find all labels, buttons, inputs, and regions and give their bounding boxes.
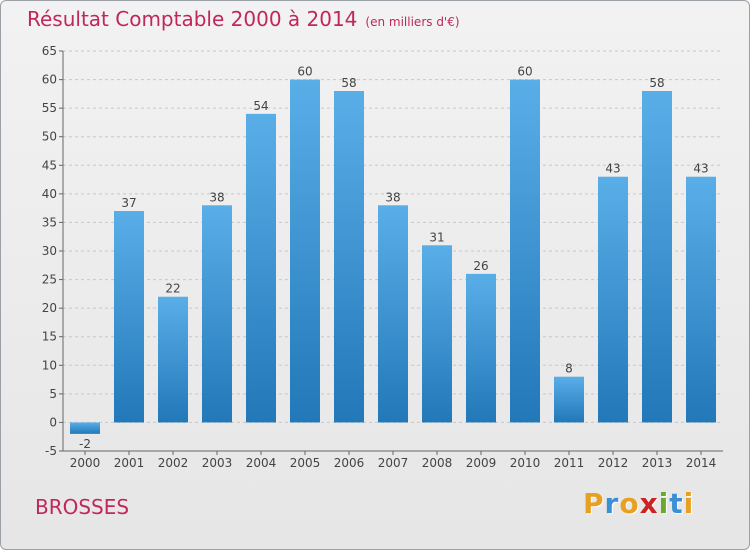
logo-letter: i: [658, 487, 670, 520]
x-tick-label: 2005: [290, 456, 321, 470]
bar-2012: [598, 176, 628, 423]
chart-title: Résultat Comptable 2000 à 2014: [27, 7, 358, 31]
x-tick-label: 2000: [70, 456, 101, 470]
y-tick-label: 0: [49, 415, 57, 429]
bar-2005: [290, 79, 320, 423]
x-tick-label: 2001: [114, 456, 145, 470]
x-tick-label: 2008: [422, 456, 453, 470]
bar-2006: [334, 91, 364, 423]
x-tick-label: 2007: [378, 456, 409, 470]
bar-2007: [378, 205, 408, 423]
labels-layer: -2 37 22 38 54 60 58 38 31 26 60 8 43 58 43: [79, 65, 709, 451]
bar-value-label: 43: [693, 162, 708, 176]
x-tick-label: 2013: [642, 456, 673, 470]
bar-value-label: 60: [297, 65, 312, 79]
chart-unit: (en milliers d'€): [365, 15, 460, 29]
bar-value-label: 38: [209, 190, 224, 204]
y-tick-label: 30: [42, 244, 57, 258]
y-tick-label: 40: [42, 187, 57, 201]
logo-letter: r: [604, 487, 620, 520]
y-tick-label: 10: [42, 358, 57, 372]
axis-layer: -5 0 5 10 15 20 25 30 35 40 45 50 55 60 65 2000 2001 2002…: [42, 44, 723, 470]
bar-value-label: 31: [429, 230, 444, 244]
x-tick-label: 2014: [686, 456, 717, 470]
bar-value-label: 22: [165, 282, 180, 296]
x-tick-label: 2012: [598, 456, 629, 470]
x-tick-label: 2004: [246, 456, 277, 470]
bar-2004: [246, 113, 276, 423]
bar-value-label: 38: [385, 190, 400, 204]
logo-letter: i: [683, 487, 695, 520]
y-tick-label: 5: [49, 387, 57, 401]
bar-value-label: 8: [565, 362, 573, 376]
y-tick-label: 55: [42, 101, 57, 115]
x-tick-label: 2003: [202, 456, 233, 470]
bar-2011: [554, 376, 584, 423]
bar-2013: [642, 91, 672, 423]
bar-2010: [510, 79, 540, 423]
y-tick-label: 65: [42, 44, 57, 58]
y-tick-label: 35: [42, 215, 57, 229]
y-tick-label: 50: [42, 130, 57, 144]
logo-letter: t: [669, 487, 684, 520]
bar-value-label: 58: [649, 76, 664, 90]
y-tick-label: 60: [42, 73, 57, 87]
y-tick-label: 15: [42, 330, 57, 344]
bar-2008: [422, 245, 452, 423]
bar-value-label: -2: [79, 437, 91, 451]
bar-2000: [70, 422, 100, 434]
bar-value-label: 26: [473, 259, 488, 273]
x-tick-label: 2011: [554, 456, 585, 470]
logo-letter: o: [619, 487, 640, 520]
x-tick-label: 2009: [466, 456, 497, 470]
commune-name: BROSSES: [35, 495, 130, 519]
bar-2003: [202, 205, 232, 423]
bar-value-label: 43: [605, 162, 620, 176]
bar-2002: [158, 296, 188, 423]
logo-letter: x: [639, 487, 659, 520]
y-tick-label: -5: [45, 444, 57, 458]
bar-2009: [466, 273, 496, 423]
y-tick-label: 20: [42, 301, 57, 315]
logo-letter: P: [583, 487, 605, 520]
bar-value-label: 37: [121, 196, 136, 210]
chart-title-block: Résultat Comptable 2000 à 2014 (en millie…: [27, 7, 460, 31]
y-tick-label: 45: [42, 158, 57, 172]
x-tick-label: 2010: [510, 456, 541, 470]
bar-value-label: 58: [341, 76, 356, 90]
bar-value-label: 54: [253, 99, 268, 113]
bar-2014: [686, 176, 716, 423]
bars-layer: [70, 79, 716, 434]
proxiti-logo: Proxiti: [583, 487, 694, 520]
y-tick-label: 25: [42, 273, 57, 287]
x-tick-label: 2006: [334, 456, 365, 470]
bar-value-label: 60: [517, 65, 532, 79]
bar-2001: [114, 211, 144, 423]
x-tick-label: 2002: [158, 456, 189, 470]
